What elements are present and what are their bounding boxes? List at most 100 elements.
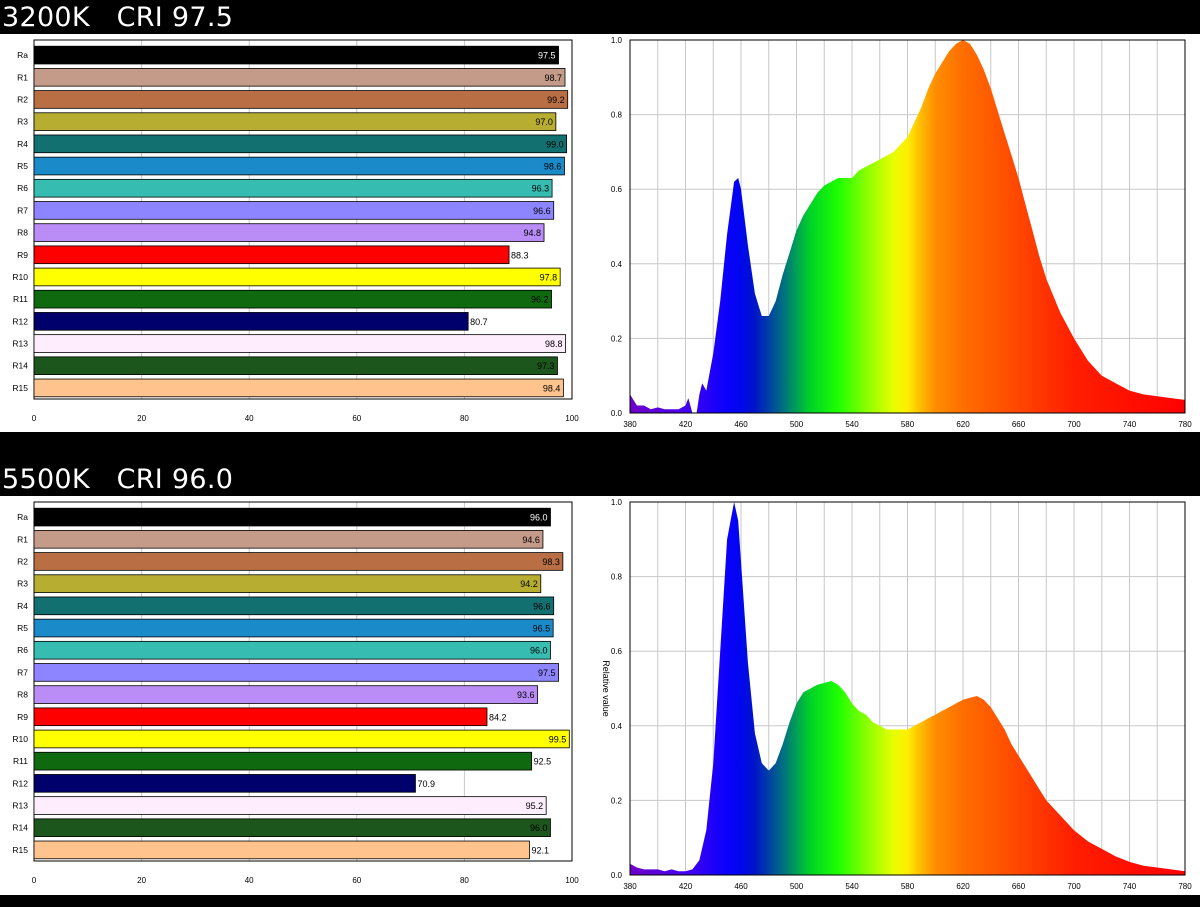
x-tick-label: 700 — [1067, 882, 1081, 891]
y-tick-label: 1.0 — [611, 498, 623, 507]
bar-category-label: R13 — [12, 339, 28, 349]
bar-value-label: 84.2 — [489, 712, 507, 722]
bar-category-label: R13 — [12, 801, 28, 811]
x-tick-label: 100 — [565, 414, 579, 423]
bar-value-label: 99.2 — [547, 95, 565, 105]
cri-bar-chart-5500k: 0 20 40 60 80 100 Ra 96.0 R1 94.6 R2 98.3 R3 94.2 R4 96… — [12, 501, 579, 885]
bar-category-label: R4 — [17, 601, 28, 611]
spectrum-area — [630, 502, 1185, 875]
bar-ra — [33, 45, 559, 65]
bar-ra — [33, 507, 551, 527]
bar-category-label: R9 — [17, 712, 28, 722]
bar-r5 — [33, 618, 554, 638]
x-tick-label: 620 — [956, 420, 970, 429]
y-tick-label: 0.2 — [611, 334, 623, 343]
bar-category-label: R15 — [12, 383, 28, 393]
x-tick-label: 780 — [1178, 882, 1192, 891]
bar-category-label: R11 — [13, 294, 28, 304]
bar-value-label: 96.5 — [533, 624, 551, 634]
bar-r7 — [33, 201, 555, 220]
x-tick-label: 20 — [137, 876, 146, 885]
x-tick-label: 40 — [245, 876, 254, 885]
bar-value-label: 94.8 — [523, 228, 541, 238]
cri-bar-panel-3200k: 0 20 40 60 80 100 Ra 97.5 R1 98.7 R2 99.2 R3 97.0 R4 99… — [0, 34, 592, 432]
bar-r1 — [33, 68, 566, 87]
bar-value-label: 88.3 — [511, 250, 529, 260]
bar-r11 — [33, 751, 533, 771]
bar-category-label: R5 — [17, 161, 28, 171]
bar-value-label: 97.5 — [538, 51, 556, 61]
bar-r9 — [33, 245, 510, 265]
bar-r15 — [33, 378, 564, 398]
bar-category-label: R7 — [17, 205, 28, 215]
spectrum-panel-5500k: 380 420 460 500 540 580 620 660 700 740 780 0.0 0.2 0… — [592, 496, 1200, 895]
bar-r2 — [33, 552, 564, 571]
bar-category-label: R14 — [12, 361, 28, 371]
bar-category-label: Ra — [17, 50, 28, 60]
x-tick-label: 540 — [845, 882, 859, 891]
y-tick-label: 0.0 — [611, 871, 623, 880]
bar-category-label: R6 — [17, 645, 28, 655]
x-tick-label: 460 — [734, 882, 748, 891]
bar-r5 — [33, 156, 565, 176]
bar-category-label: R8 — [17, 228, 28, 238]
x-tick-label: 60 — [352, 876, 361, 885]
x-tick-label: 700 — [1067, 420, 1081, 429]
bar-r4 — [33, 134, 568, 154]
x-tick-label: 740 — [1123, 882, 1137, 891]
x-tick-label: 0 — [32, 414, 37, 423]
plot-frame — [629, 39, 1186, 414]
y-tick-label: 0.6 — [611, 647, 623, 656]
bar-value-label: 70.9 — [417, 779, 435, 789]
y-tick-label: 0.6 — [611, 185, 623, 194]
bar-value-label: 97.3 — [537, 361, 555, 371]
bar-value-label: 98.8 — [545, 339, 563, 349]
bar-category-label: R6 — [17, 183, 28, 193]
y-axis-label: Relative value — [601, 660, 611, 717]
x-tick-label: 780 — [1178, 420, 1192, 429]
bar-category-label: R5 — [17, 623, 28, 633]
bar-value-label: 97.0 — [535, 117, 553, 127]
bar-r8 — [33, 223, 545, 242]
x-tick-label: 0 — [32, 876, 37, 885]
bar-r12 — [33, 312, 469, 331]
bar-value-label: 98.4 — [543, 383, 561, 393]
bar-category-label: R9 — [17, 250, 28, 260]
plot-frame — [629, 501, 1186, 876]
bar-r3 — [33, 112, 557, 131]
bar-category-label: R10 — [12, 734, 28, 744]
bar-r11 — [33, 289, 552, 309]
bar-r10 — [33, 729, 570, 749]
bar-value-label: 96.6 — [533, 206, 551, 216]
bar-category-label: R1 — [17, 534, 28, 544]
x-tick-label: 80 — [460, 876, 469, 885]
spectrum-chart-3200k: 380 420 460 500 540 580 620 660 700 740 780 0.0 0.2 0… — [611, 36, 1192, 429]
spectrum-chart-5500k: 380 420 460 500 540 580 620 660 700 740 780 0.0 0.2 0… — [601, 498, 1192, 891]
bar-r13 — [33, 334, 566, 353]
bar-category-label: R12 — [12, 316, 28, 326]
bar-value-label: 92.5 — [534, 757, 552, 767]
chart-title-5500k: 5500K CRI 96.0 — [2, 464, 234, 495]
bar-value-label: 95.2 — [526, 801, 544, 811]
bar-value-label: 97.8 — [540, 272, 558, 282]
bar-r13 — [33, 796, 547, 815]
bar-r6 — [33, 640, 551, 660]
bar-value-label: 96.3 — [532, 184, 550, 194]
bar-value-label: 94.6 — [522, 535, 540, 545]
bar-category-label: R1 — [17, 72, 28, 82]
bar-category-label: R14 — [12, 823, 28, 833]
x-tick-label: 460 — [734, 420, 748, 429]
y-tick-label: 0.8 — [611, 573, 623, 582]
bar-value-label: 98.6 — [544, 162, 562, 172]
bar-r7 — [33, 663, 559, 682]
cri-bar-chart-3200k: 0 20 40 60 80 100 Ra 97.5 R1 98.7 R2 99.2 R3 97.0 R4 99… — [12, 39, 579, 423]
x-tick-label: 80 — [460, 414, 469, 423]
x-tick-label: 500 — [790, 420, 804, 429]
bar-value-label: 98.7 — [544, 73, 562, 83]
spectrum-panel-3200k: 380 420 460 500 540 580 620 660 700 740 780 0.0 0.2 0… — [592, 34, 1200, 432]
chart-title-3200k: 3200K CRI 97.5 — [2, 2, 234, 33]
bar-category-label: R10 — [12, 272, 28, 282]
y-tick-label: 1.0 — [611, 36, 623, 45]
bar-value-label: 98.3 — [542, 557, 560, 567]
x-tick-label: 660 — [1012, 882, 1026, 891]
